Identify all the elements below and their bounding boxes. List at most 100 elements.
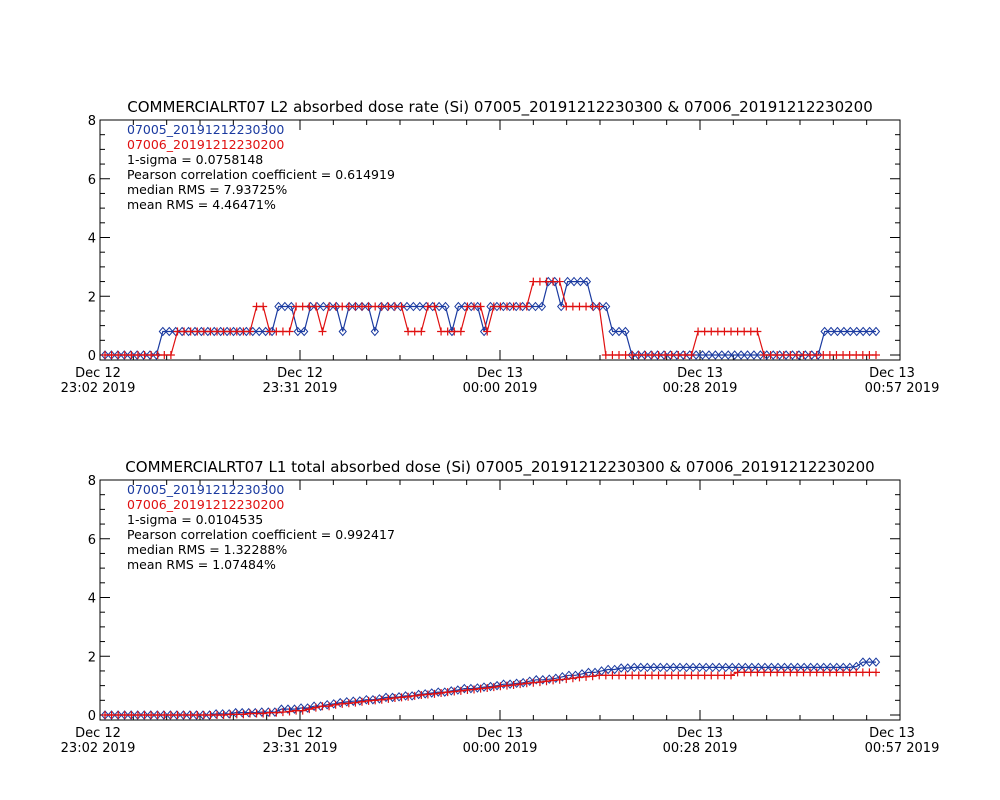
data-point-diamond [741,662,750,673]
data-point-diamond [224,709,234,719]
data-point-diamond [185,710,195,720]
data-point-diamond [499,301,508,312]
data-point-plus [285,327,294,336]
data-point-diamond [126,350,135,360]
data-point-diamond [244,707,253,718]
data-point-diamond [563,276,572,287]
data-point-plus [872,351,880,359]
data-point-diamond [623,663,632,673]
data-point-diamond [519,677,528,688]
data-point-plus [259,302,268,311]
data-point-plus [311,302,320,311]
chart-title: COMMERCIALRT07 L2 absorbed dose rate (Si… [127,98,873,117]
data-point-diamond [332,301,341,312]
data-point-diamond [383,301,392,312]
data-point-diamond [601,301,611,312]
data-point-diamond [715,662,724,673]
x-tick-label-date: Dec 13 [477,366,523,381]
data-point-diamond [688,662,698,673]
data-point-diamond [303,703,312,713]
data-point-diamond [205,710,214,720]
dose-rate-panel: COMMERCIALRT07 L2 absorbed dose rate (Si… [61,98,940,396]
y-tick-label: 6 [88,533,96,548]
data-point-diamond [261,326,270,337]
data-point-plus [417,327,426,336]
data-point-diamond [473,301,482,312]
data-point-plus [285,707,294,716]
data-point-diamond [636,662,645,673]
data-point-diamond [222,326,232,337]
data-point-plus [470,685,479,694]
data-point-plus [430,689,439,698]
data-point-plus [384,694,393,703]
data-point-diamond [695,662,704,673]
data-point-diamond [255,326,264,337]
y-tick-label: 0 [88,349,96,364]
data-point-diamond [610,664,619,675]
data-point-diamond [486,681,495,692]
data-point-diamond [300,326,309,337]
data-point-diamond [614,326,624,337]
data-point-diamond [865,326,874,337]
stat-annotation: Pearson correlation coefficient = 0.6149… [127,167,395,182]
y-tick-label: 4 [88,592,96,607]
data-point-diamond [558,672,567,682]
data-point-diamond [454,301,463,312]
data-point-diamond [793,662,802,673]
data-point-diamond [704,350,714,360]
x-tick-label-time: 00:28 2019 [663,741,738,756]
data-point-diamond [608,326,617,337]
data-point-plus [555,277,564,286]
data-point-plus [397,302,406,311]
data-point-diamond [589,301,598,312]
data-point-diamond [617,663,626,673]
data-point-diamond [280,301,290,312]
x-tick-label-time: 23:02 2019 [61,741,136,756]
data-point-diamond [409,301,418,312]
data-point-plus [476,302,485,311]
y-tick-label: 8 [88,114,96,129]
data-point-diamond [871,657,881,667]
stat-annotation: Pearson correlation coefficient = 0.9924… [127,527,395,542]
data-point-diamond [192,710,201,720]
x-tick-label-time: 23:02 2019 [61,381,136,396]
data-point-diamond [711,350,720,360]
y-tick-label: 4 [88,232,96,247]
data-point-diamond [165,326,174,337]
stat-annotation: mean RMS = 1.07484% [127,557,276,572]
legend-entry: 07006_20191212230200 [127,497,284,512]
data-point-plus [166,351,175,359]
data-point-diamond [389,301,399,312]
data-point-diamond [492,301,502,312]
data-point-diamond [576,276,585,287]
data-point-diamond [839,326,849,337]
y-tick-label: 8 [88,474,96,489]
data-point-diamond [871,326,881,337]
data-point-diamond [218,709,227,719]
data-point-plus [358,697,366,706]
data-point-diamond [499,679,508,689]
y-tick-label: 2 [88,290,96,305]
data-point-diamond [172,710,182,720]
data-point-diamond [621,326,630,337]
data-point-diamond [396,301,405,312]
data-point-diamond [724,350,733,360]
data-point-diamond [675,662,685,673]
data-point-diamond [242,326,251,337]
data-point-plus [456,327,465,336]
data-point-plus [595,302,604,311]
x-tick-label-date: Dec 12 [75,726,121,741]
data-point-diamond [338,326,347,337]
data-point-diamond [283,704,293,714]
data-point-diamond [799,662,809,673]
legend-entry: 07005_20191212230300 [127,122,284,137]
total-dose-panel: COMMERCIALRT07 L1 total absorbed dose (S… [61,458,940,756]
data-point-diamond [415,301,424,312]
data-point-diamond [293,326,302,337]
data-point-plus [351,698,360,707]
data-point-diamond [235,326,245,337]
data-point-plus [404,692,413,701]
data-point-diamond [767,662,776,673]
data-point-diamond [653,350,662,360]
